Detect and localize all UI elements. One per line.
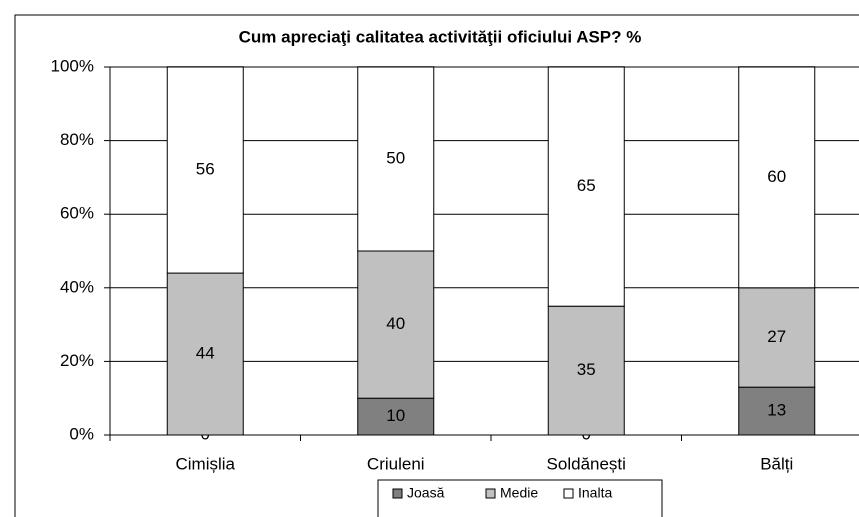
data-label: 40 xyxy=(386,314,405,333)
legend-swatch xyxy=(392,488,403,499)
legend-box xyxy=(377,479,663,517)
bar-segment xyxy=(357,250,435,399)
y-tick-label: 40% xyxy=(60,277,94,296)
data-label: 35 xyxy=(577,360,596,379)
bar-segment xyxy=(166,66,244,274)
x-tick-label: Criuleni xyxy=(367,454,425,473)
legend-swatch xyxy=(485,488,496,499)
bar-segment xyxy=(357,66,435,252)
bar-segment xyxy=(166,272,244,436)
data-label: 44 xyxy=(196,344,215,363)
data-label: 56 xyxy=(196,160,215,179)
legend: Joasă Medie Inalta xyxy=(377,479,663,517)
legend-label: Medie xyxy=(500,485,538,501)
chart-title: Cum apreciaţi calitatea activităţii ofic… xyxy=(239,27,642,46)
data-label: 13 xyxy=(767,401,786,420)
bar-segment xyxy=(547,305,625,436)
y-tick-label: 20% xyxy=(60,351,94,370)
x-tick-label: Soldănești xyxy=(547,454,626,473)
x-tick-label: Cimișlia xyxy=(176,454,236,473)
x-tick-label: Bălți xyxy=(760,454,793,473)
bar-segment xyxy=(547,66,625,307)
data-label: 65 xyxy=(577,176,596,195)
y-tick-label: 80% xyxy=(60,130,94,149)
chart-frame xyxy=(14,14,859,517)
legend-label: Inalta xyxy=(578,485,612,501)
data-label: 27 xyxy=(767,327,786,346)
data-label: 50 xyxy=(386,148,405,167)
y-tick-label: 60% xyxy=(60,204,94,223)
y-tick-label: 100% xyxy=(51,56,94,75)
bar-segment xyxy=(738,66,816,289)
bar-segment xyxy=(738,386,816,436)
y-tick-label: 0% xyxy=(69,424,94,443)
legend-label: Joasă xyxy=(407,485,445,501)
data-label: 10 xyxy=(386,406,405,425)
legend-swatch xyxy=(563,488,574,499)
data-label: 60 xyxy=(767,167,786,186)
